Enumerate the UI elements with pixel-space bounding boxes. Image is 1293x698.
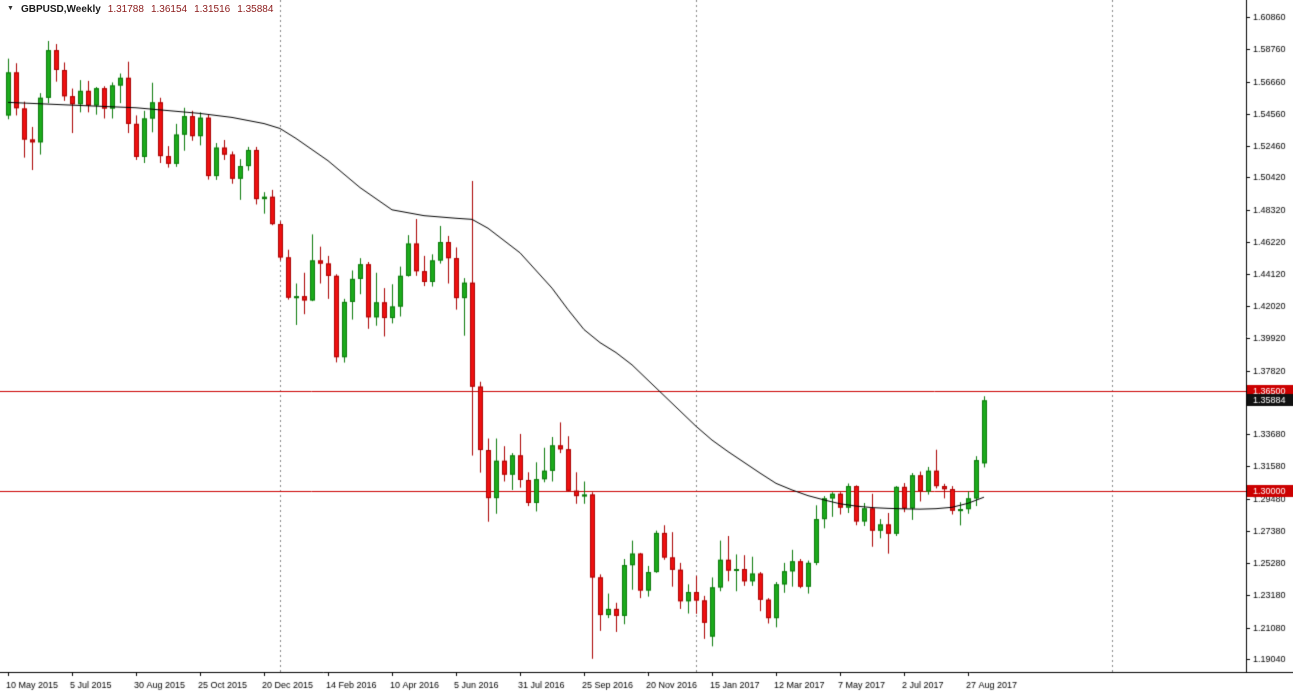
chart-menu-arrow-icon[interactable]: ▼ bbox=[7, 5, 14, 12]
